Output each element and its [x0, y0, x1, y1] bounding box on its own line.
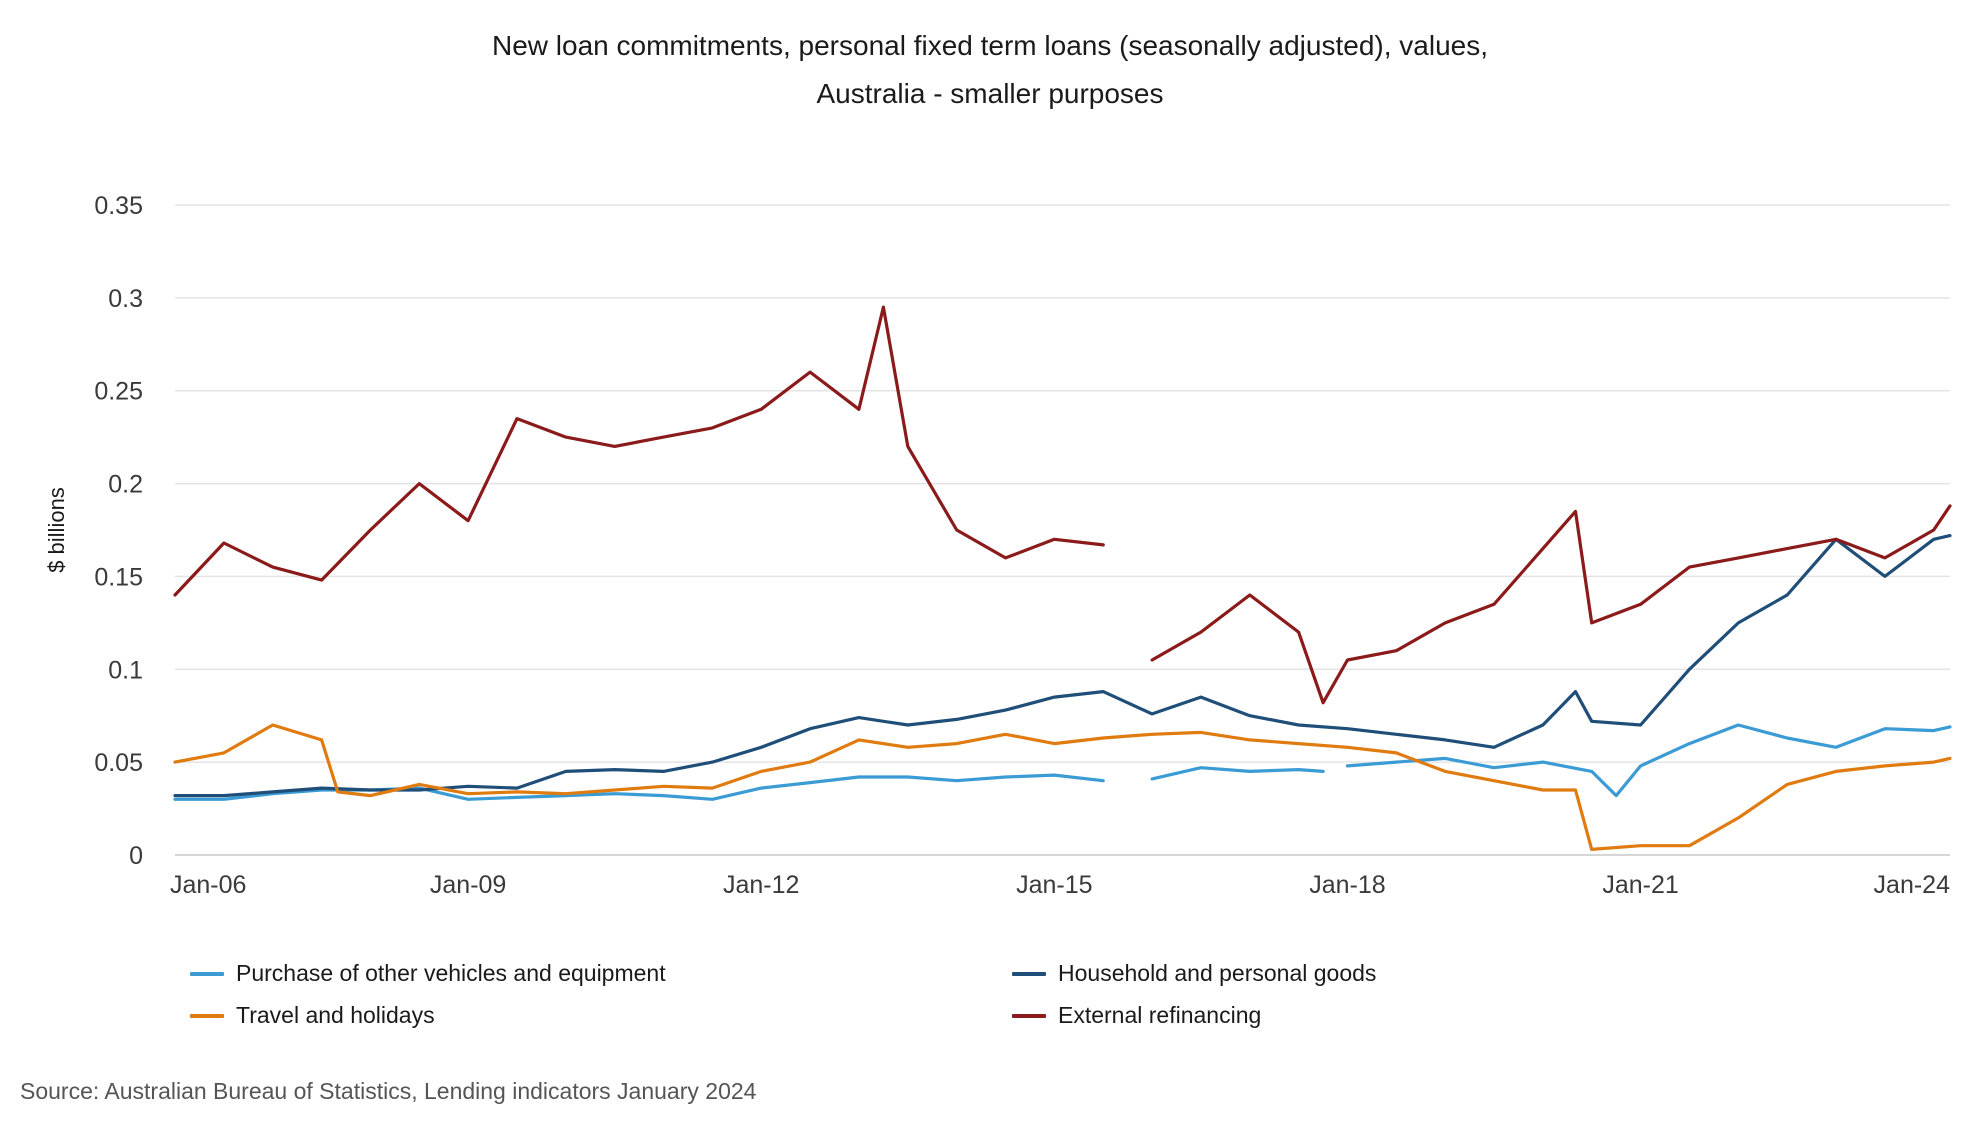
y-tick-label: 0.25: [94, 378, 143, 406]
legend-item-household: Household and personal goods: [1012, 960, 1376, 987]
y-tick-label: 0.35: [94, 192, 143, 220]
chart-title-line-2: Australia - smaller purposes: [816, 78, 1164, 109]
legend-label-vehicles: Purchase of other vehicles and equipment: [236, 960, 666, 986]
x-tick-label: Jan-15: [1016, 871, 1092, 899]
legend-swatch-refinancing: [1012, 1013, 1046, 1018]
y-tick-label: 0.15: [94, 563, 143, 591]
series-line-1-segment-0: [173, 534, 1952, 798]
legend-swatch-vehicles: [190, 971, 224, 976]
x-tick-label: Jan-06: [170, 871, 246, 899]
y-tick-label: 0: [129, 842, 143, 870]
y-tick-label: 0.1: [108, 656, 143, 684]
legend-item-travel: Travel and holidays: [190, 1002, 435, 1029]
x-tick-label: Jan-12: [723, 871, 799, 899]
y-axis-title: $ billions: [44, 487, 69, 573]
x-tick-label: Jan-24: [1874, 871, 1951, 899]
series-line-0-segment-1: [1150, 766, 1325, 781]
y-tick-label: 0.2: [108, 471, 143, 499]
y-axis-ticks: 0 0.05 0.1 0.15 0.2 0.25 0.3 0.35: [94, 192, 143, 870]
gridlines: [175, 204, 1950, 856]
legend-label-household: Household and personal goods: [1058, 960, 1377, 986]
x-axis-ticks: Jan-06 Jan-09 Jan-12 Jan-15 Jan-18 Jan-21 Jan-…: [170, 871, 1950, 899]
series-line-0-segment-2: [1345, 723, 1952, 798]
series-line-3-segment-0: [173, 305, 1105, 597]
legend-item-vehicles: Purchase of other vehicles and equipment: [190, 960, 666, 987]
chart-title: New loan commitments, personal fixed ter…: [0, 22, 1980, 118]
series-lines: [173, 305, 1952, 851]
x-tick-label: Jan-21: [1602, 871, 1678, 899]
chart-title-line-1: New loan commitments, personal fixed ter…: [491, 30, 1488, 61]
series-line-3-segment-1: [1150, 504, 1952, 705]
legend-label-refinancing: External refinancing: [1058, 1002, 1262, 1028]
legend-swatch-travel: [190, 1013, 224, 1018]
x-tick-label: Jan-09: [430, 871, 506, 899]
legend-swatch-household: [1012, 971, 1046, 976]
legend-label-travel: Travel and holidays: [236, 1002, 435, 1028]
source-note: Source: Australian Bureau of Statistics,…: [20, 1078, 757, 1104]
series-line-2-segment-0: [173, 723, 1952, 851]
y-tick-label: 0.05: [94, 749, 143, 777]
legend-item-refinancing: External refinancing: [1012, 1002, 1261, 1029]
legend: Purchase of other vehicles and equipment…: [190, 960, 1890, 1050]
y-tick-label: 0.3: [108, 285, 143, 313]
x-tick-label: Jan-18: [1309, 871, 1385, 899]
